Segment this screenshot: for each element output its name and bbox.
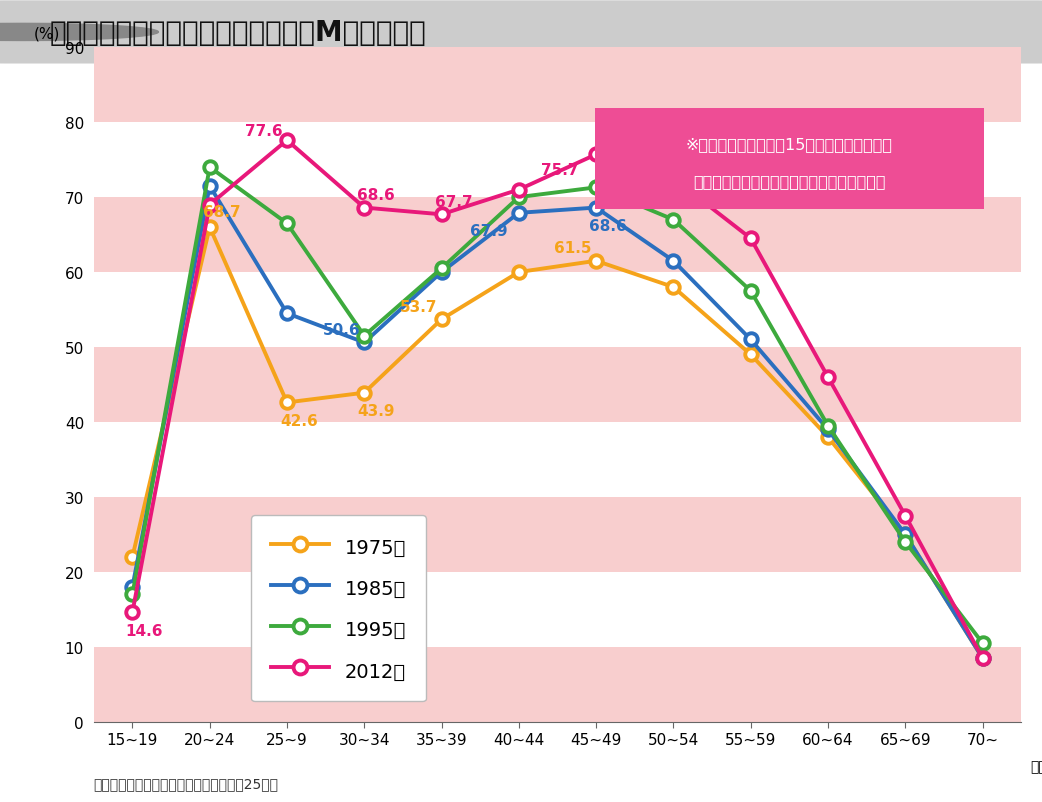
Text: 53.7: 53.7 — [400, 299, 438, 314]
Text: 61.5: 61.5 — [554, 241, 592, 256]
Text: 42.6: 42.6 — [280, 413, 318, 428]
Text: 50.6: 50.6 — [323, 322, 361, 338]
Text: 43.9: 43.9 — [357, 403, 395, 419]
Text: 68.6: 68.6 — [589, 218, 627, 233]
Legend: 1975年, 1985年, 1995年, 2012年: 1975年, 1985年, 1995年, 2012年 — [251, 516, 425, 702]
Text: 77.6: 77.6 — [245, 124, 283, 139]
Text: 75.7: 75.7 — [541, 163, 578, 177]
Text: 14.6: 14.6 — [125, 622, 163, 638]
Text: 67.7: 67.7 — [435, 195, 472, 209]
Text: 労働力人口（就業者＋完全失業者）の割合: 労働力人口（就業者＋完全失業者）の割合 — [693, 174, 886, 189]
FancyBboxPatch shape — [0, 2, 1042, 64]
Text: 67.9: 67.9 — [470, 224, 507, 239]
Bar — [94, 347, 1021, 423]
Text: 資料：内閣府「男女共同参画白書」平成25年版: 資料：内閣府「男女共同参画白書」平成25年版 — [94, 776, 279, 790]
Bar — [94, 647, 1021, 722]
Bar — [94, 123, 1021, 198]
Bar — [94, 572, 1021, 647]
Bar — [94, 273, 1021, 347]
Bar — [94, 497, 1021, 572]
Text: 68.7: 68.7 — [203, 205, 241, 220]
Text: 71.3: 71.3 — [604, 171, 642, 185]
Circle shape — [0, 24, 158, 42]
Bar — [94, 198, 1021, 273]
Text: （歳）: （歳） — [1031, 759, 1042, 773]
FancyBboxPatch shape — [575, 103, 1003, 215]
Text: ※「労働力率」とは、15歳以上人口に占める: ※「労働力率」とは、15歳以上人口に占める — [686, 136, 893, 152]
Text: 68.6: 68.6 — [357, 188, 395, 203]
Bar — [94, 48, 1021, 123]
Text: 女性の年齢階級別労働力率の推移（M字カーブ）: 女性の年齢階級別労働力率の推移（M字カーブ） — [50, 19, 427, 47]
Text: (%): (%) — [33, 26, 59, 42]
Bar — [94, 423, 1021, 497]
